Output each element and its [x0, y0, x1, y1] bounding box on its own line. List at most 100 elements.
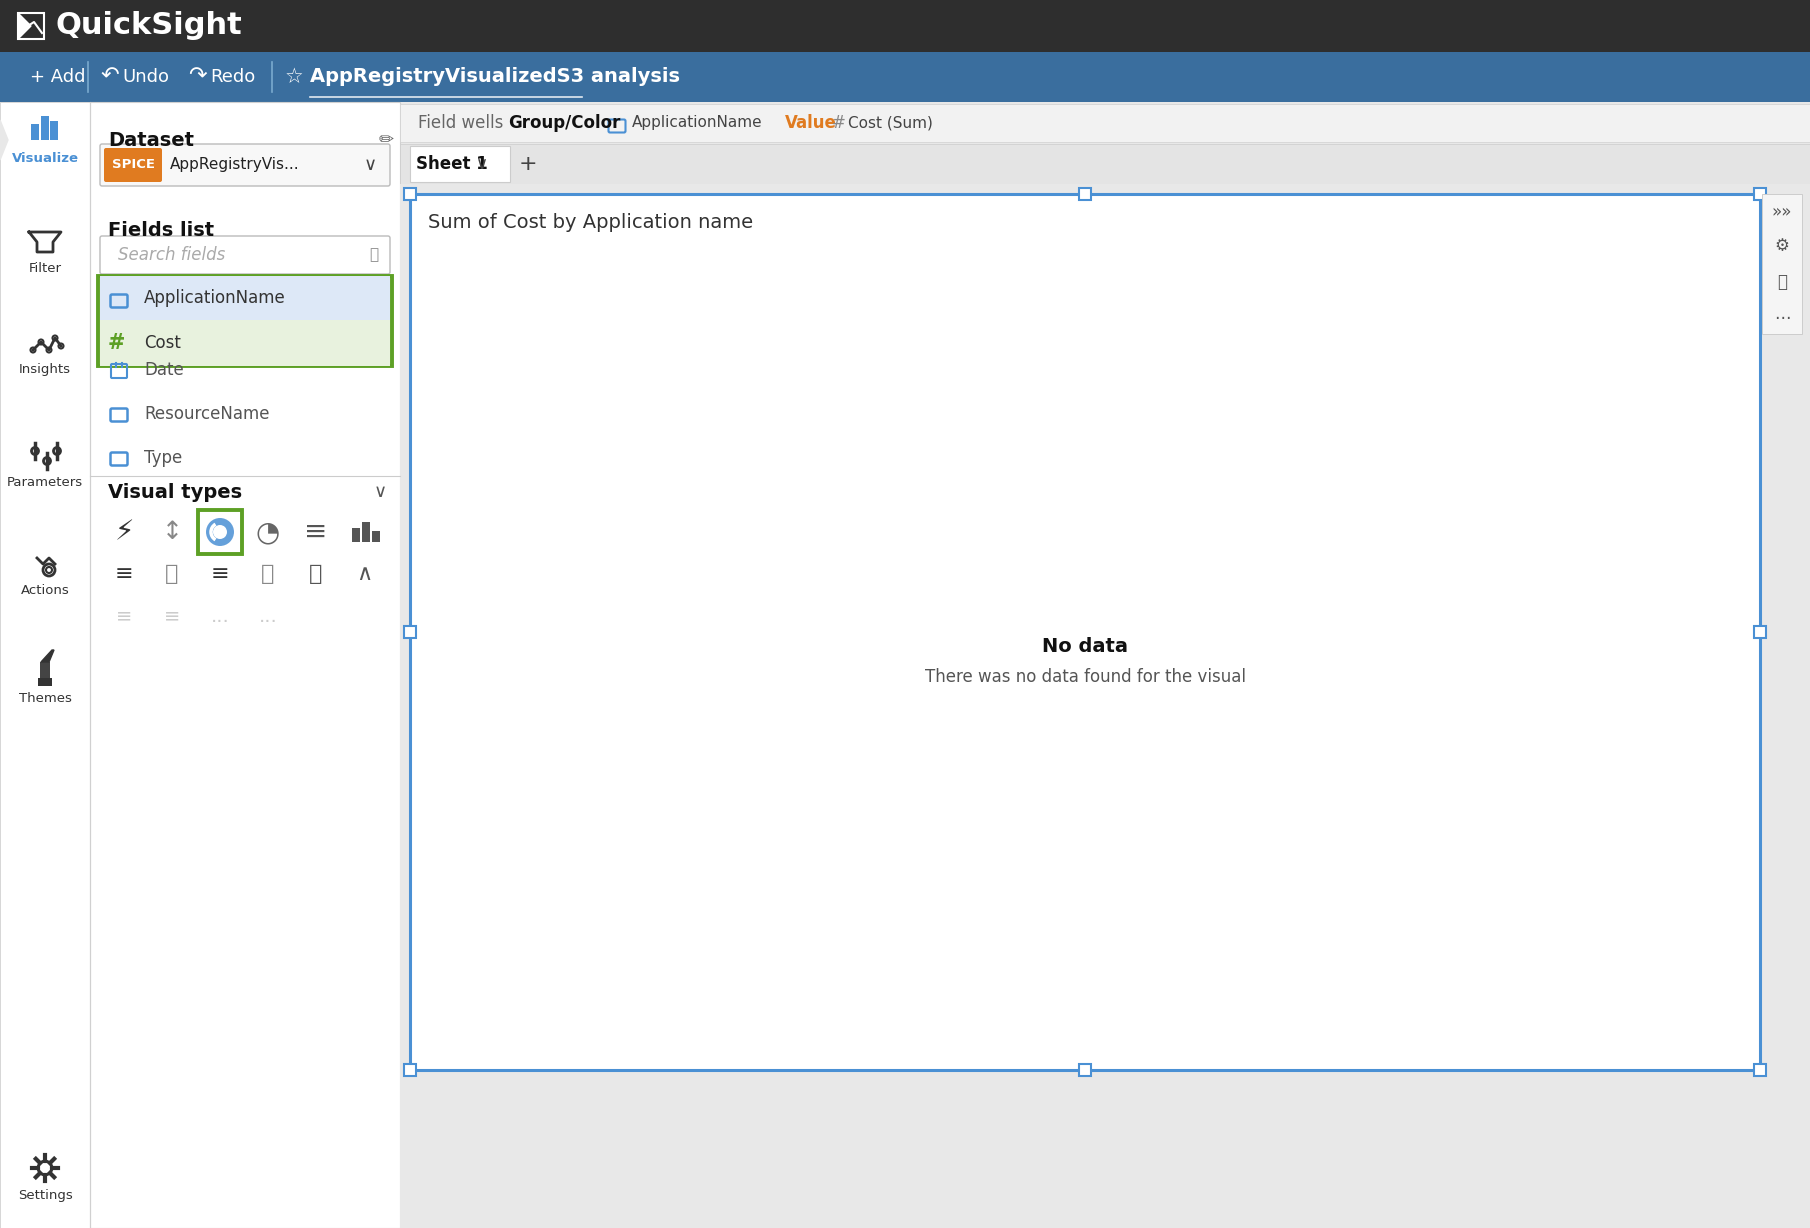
Bar	[400, 144, 1810, 184]
Text: #: #	[107, 333, 125, 352]
Text: + Add: + Add	[31, 68, 85, 86]
Bar	[1079, 188, 1091, 200]
Text: ...: ...	[210, 607, 230, 625]
Circle shape	[47, 348, 51, 352]
Circle shape	[31, 447, 38, 454]
Text: Date: Date	[145, 361, 185, 379]
Text: ☆: ☆	[284, 68, 304, 87]
Text: AppRegistryVisualizedS3 analysis: AppRegistryVisualizedS3 analysis	[310, 68, 681, 86]
Bar	[90, 102, 400, 1228]
Bar	[40, 662, 51, 680]
Bar	[373, 530, 380, 542]
Bar	[100, 321, 389, 366]
Bar	[404, 188, 416, 200]
Bar	[411, 194, 1759, 1070]
Text: Visualize: Visualize	[11, 151, 78, 165]
Polygon shape	[0, 120, 7, 160]
Text: ⌸: ⌸	[261, 564, 275, 585]
Polygon shape	[18, 14, 31, 39]
Bar	[0, 0, 1810, 52]
Text: Filter: Filter	[29, 262, 62, 275]
Text: ◔: ◔	[255, 518, 281, 546]
Bar	[1754, 1063, 1767, 1076]
Bar	[1079, 1063, 1091, 1076]
Text: »»: »»	[1772, 203, 1792, 221]
Text: ApplicationName: ApplicationName	[145, 289, 286, 307]
Bar	[351, 528, 360, 542]
Text: ≡: ≡	[116, 607, 132, 625]
Text: ∨: ∨	[364, 156, 376, 174]
Bar	[400, 104, 1810, 142]
Text: 🔍: 🔍	[369, 248, 378, 263]
Text: No data: No data	[1043, 637, 1128, 657]
Text: Type: Type	[145, 449, 183, 467]
Text: Redo: Redo	[210, 68, 255, 86]
Bar	[362, 522, 369, 542]
Circle shape	[206, 518, 233, 546]
Bar	[38, 678, 52, 686]
Text: +: +	[519, 154, 538, 174]
Text: Parameters: Parameters	[7, 476, 83, 490]
Bar	[42, 115, 49, 140]
Text: Group/Color: Group/Color	[509, 114, 621, 131]
Bar	[1754, 626, 1767, 639]
Text: ...: ...	[259, 607, 277, 625]
Text: ApplicationName: ApplicationName	[632, 115, 762, 130]
Text: SPICE: SPICE	[112, 158, 154, 172]
Bar	[1761, 194, 1803, 334]
Text: Field wells: Field wells	[418, 114, 503, 131]
Circle shape	[38, 339, 43, 345]
Text: ✏: ✏	[378, 131, 393, 149]
Text: Undo: Undo	[121, 68, 168, 86]
Bar	[98, 276, 393, 366]
Text: ∧: ∧	[357, 564, 373, 585]
Text: Sheet 1: Sheet 1	[416, 155, 489, 173]
Circle shape	[54, 447, 60, 454]
Circle shape	[31, 348, 36, 352]
Text: ∨: ∨	[476, 155, 489, 173]
Text: Insights: Insights	[18, 363, 71, 377]
Text: ⚙: ⚙	[1774, 237, 1790, 255]
Text: Settings: Settings	[18, 1190, 72, 1202]
Bar	[1754, 188, 1767, 200]
Bar	[18, 14, 43, 39]
Text: There was no data found for the visual: There was no data found for the visual	[925, 668, 1245, 686]
Text: 〜: 〜	[310, 564, 322, 585]
Text: Cost: Cost	[145, 334, 181, 352]
Text: ↶: ↶	[100, 68, 119, 87]
Circle shape	[43, 458, 51, 464]
Bar	[31, 124, 40, 140]
Text: Themes: Themes	[18, 691, 71, 705]
FancyBboxPatch shape	[100, 236, 389, 274]
Bar	[0, 102, 90, 1228]
FancyBboxPatch shape	[100, 144, 389, 185]
Bar	[100, 276, 389, 321]
Text: ≡: ≡	[210, 564, 230, 585]
Text: Cost (Sum): Cost (Sum)	[849, 115, 932, 130]
Text: Value: Value	[786, 114, 836, 131]
Text: Dataset: Dataset	[109, 130, 194, 150]
Text: Sum of Cost by Application name: Sum of Cost by Application name	[427, 212, 753, 232]
Circle shape	[58, 344, 63, 349]
Bar	[400, 184, 1810, 1228]
Circle shape	[214, 526, 226, 539]
Text: ResourceName: ResourceName	[145, 405, 270, 422]
Text: ≡: ≡	[165, 607, 181, 625]
Text: ⤢: ⤢	[1777, 273, 1786, 291]
Text: Actions: Actions	[20, 583, 69, 597]
Text: ⌸: ⌸	[165, 564, 179, 585]
FancyBboxPatch shape	[411, 146, 510, 182]
Text: ∨: ∨	[373, 483, 387, 501]
Text: ↷: ↷	[188, 68, 206, 87]
Bar	[51, 122, 58, 140]
Text: AppRegistryVis...: AppRegistryVis...	[170, 157, 300, 172]
Text: …: …	[1774, 305, 1790, 323]
Bar	[404, 626, 416, 639]
Text: ≡: ≡	[114, 564, 134, 585]
Bar	[0, 52, 1810, 102]
Polygon shape	[42, 650, 54, 662]
Text: Visual types: Visual types	[109, 483, 243, 501]
Text: ↕: ↕	[161, 519, 183, 544]
Text: Search fields: Search fields	[118, 246, 224, 264]
Text: Fields list: Fields list	[109, 221, 214, 239]
